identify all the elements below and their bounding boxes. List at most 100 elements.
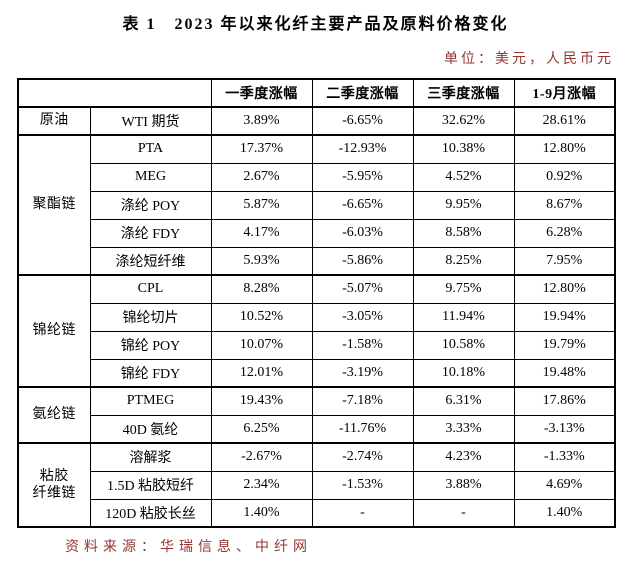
value-cell: 12.80% [513, 274, 616, 304]
table-row: 氨纶链 PTMEG 19.43% -7.18% 6.31% 17.86% [17, 386, 616, 444]
product-cell: 1.5D 粘胶短纤 [89, 470, 212, 500]
value-cell: 19.79% [513, 330, 616, 360]
header-q3: 三季度涨幅 [412, 78, 515, 108]
table-row: 锦纶链 CPL 8.28% -5.07% 9.75% 12.80% [17, 274, 616, 388]
value-cell: -5.07% [311, 274, 414, 304]
value-cell: 7.95% [513, 246, 616, 276]
value-cell: -1.33% [513, 442, 616, 472]
value-cell: -7.18% [311, 386, 414, 416]
product-cell: 涤纶短纤维 [89, 246, 212, 276]
value-cell: -3.05% [311, 302, 414, 332]
value-cell: 1.40% [210, 498, 313, 528]
table-row: 120D 粘胶长丝 1.40% - - 1.40% [18, 498, 616, 528]
value-cell: 9.95% [412, 190, 515, 220]
product-cell: 120D 粘胶长丝 [89, 498, 212, 528]
value-cell: 1.40% [513, 498, 616, 528]
value-cell: 10.52% [210, 302, 313, 332]
value-cell: -2.67% [210, 442, 313, 472]
header-jan-sep: 1-9月涨幅 [513, 78, 616, 108]
table-row: 粘胶 纤维链 溶解浆 -2.67% -2.74% 4.23% -1.33% [17, 442, 616, 528]
value-cell: 8.67% [513, 190, 616, 220]
product-cell: 锦纶 POY [89, 330, 212, 360]
table-row: 1.5D 粘胶短纤 2.34% -1.53% 3.88% 4.69% [18, 470, 616, 500]
header-q2: 二季度涨幅 [311, 78, 414, 108]
header-blank-cell [17, 78, 212, 108]
product-cell: 溶解浆 [89, 442, 212, 472]
header-q1: 一季度涨幅 [210, 78, 313, 108]
product-cell: CPL [89, 274, 212, 304]
value-cell: 2.67% [210, 162, 313, 192]
value-cell: 10.18% [412, 358, 515, 388]
source-note: 资料来源：华瑞信息、中纤网 [65, 540, 312, 555]
table-row: 锦纶 POY 10.07% -1.58% 10.58% 19.79% [18, 330, 616, 360]
value-cell: 3.89% [210, 106, 313, 136]
value-cell: 6.25% [210, 414, 313, 444]
product-cell: WTI 期货 [89, 106, 212, 136]
table-row: 聚酯链 PTA 17.37% -12.93% 10.38% 12.80% [17, 134, 616, 276]
value-cell: 12.80% [513, 134, 616, 164]
value-cell: 32.62% [412, 106, 515, 136]
header-row: 一季度涨幅 二季度涨幅 三季度涨幅 1-9月涨幅 [17, 78, 616, 108]
table-row: 涤纶 POY 5.87% -6.65% 9.95% 8.67% [18, 190, 616, 220]
value-cell: 0.92% [513, 162, 616, 192]
product-cell: 锦纶切片 [89, 302, 212, 332]
table-row: 涤纶 FDY 4.17% -6.03% 8.58% 6.28% [18, 218, 616, 248]
table-row: 原油 WTI 期货 3.89% -6.65% 32.62% 28.61% [17, 106, 616, 136]
value-cell: -3.13% [513, 414, 616, 444]
value-cell: 10.58% [412, 330, 515, 360]
table-row: 40D 氨纶 6.25% -11.76% 3.33% -3.13% [18, 414, 616, 444]
value-cell: -5.95% [311, 162, 414, 192]
group-label-polyester: 聚酯链 [17, 134, 91, 276]
table-row: 涤纶短纤维 5.93% -5.86% 8.25% 7.95% [18, 246, 616, 276]
product-cell: PTA [89, 134, 212, 164]
group-label-viscose: 粘胶 纤维链 [17, 442, 91, 528]
value-cell: -6.03% [311, 218, 414, 248]
value-cell: -6.65% [311, 106, 414, 136]
value-cell: -6.65% [311, 190, 414, 220]
value-cell: 5.93% [210, 246, 313, 276]
value-cell: 4.52% [412, 162, 515, 192]
value-cell: 9.75% [412, 274, 515, 304]
value-cell: 4.23% [412, 442, 515, 472]
unit-note: 单位：美元，人民币元 [444, 52, 614, 67]
value-cell: 2.34% [210, 470, 313, 500]
value-cell: 6.28% [513, 218, 616, 248]
table-title: 表 1 2023 年以来化纤主要产品及原料价格变化 [122, 16, 509, 33]
value-cell: 11.94% [412, 302, 515, 332]
value-cell: 12.01% [210, 358, 313, 388]
value-cell: 4.17% [210, 218, 313, 248]
product-cell: 涤纶 POY [89, 190, 212, 220]
value-cell: -3.19% [311, 358, 414, 388]
value-cell: 8.28% [210, 274, 313, 304]
product-cell: 40D 氨纶 [89, 414, 212, 444]
value-cell: 8.25% [412, 246, 515, 276]
product-cell: 锦纶 FDY [89, 358, 212, 388]
group-label-crude-oil: 原油 [17, 106, 91, 136]
value-cell: 17.37% [210, 134, 313, 164]
value-cell: -1.58% [311, 330, 414, 360]
product-cell: 涤纶 FDY [89, 218, 212, 248]
table-row: 锦纶切片 10.52% -3.05% 11.94% 19.94% [18, 302, 616, 332]
value-cell: 19.94% [513, 302, 616, 332]
value-cell: 19.43% [210, 386, 313, 416]
group-label-nylon: 锦纶链 [17, 274, 91, 388]
value-cell: 3.88% [412, 470, 515, 500]
value-cell: 5.87% [210, 190, 313, 220]
value-cell: - [412, 498, 515, 528]
value-cell: 10.38% [412, 134, 515, 164]
value-cell: 10.07% [210, 330, 313, 360]
value-cell: -1.53% [311, 470, 414, 500]
value-cell: 17.86% [513, 386, 616, 416]
table-row: 锦纶 FDY 12.01% -3.19% 10.18% 19.48% [18, 358, 616, 388]
value-cell: -2.74% [311, 442, 414, 472]
product-cell: PTMEG [89, 386, 212, 416]
value-cell: -5.86% [311, 246, 414, 276]
value-cell: 28.61% [513, 106, 616, 136]
value-cell: 4.69% [513, 470, 616, 500]
table-row: MEG 2.67% -5.95% 4.52% 0.92% [18, 162, 616, 192]
value-cell: - [311, 498, 414, 528]
value-cell: -12.93% [311, 134, 414, 164]
value-cell: 6.31% [412, 386, 515, 416]
price-change-table: 一季度涨幅 二季度涨幅 三季度涨幅 1-9月涨幅 原油 WTI 期货 3.89%… [17, 78, 616, 528]
